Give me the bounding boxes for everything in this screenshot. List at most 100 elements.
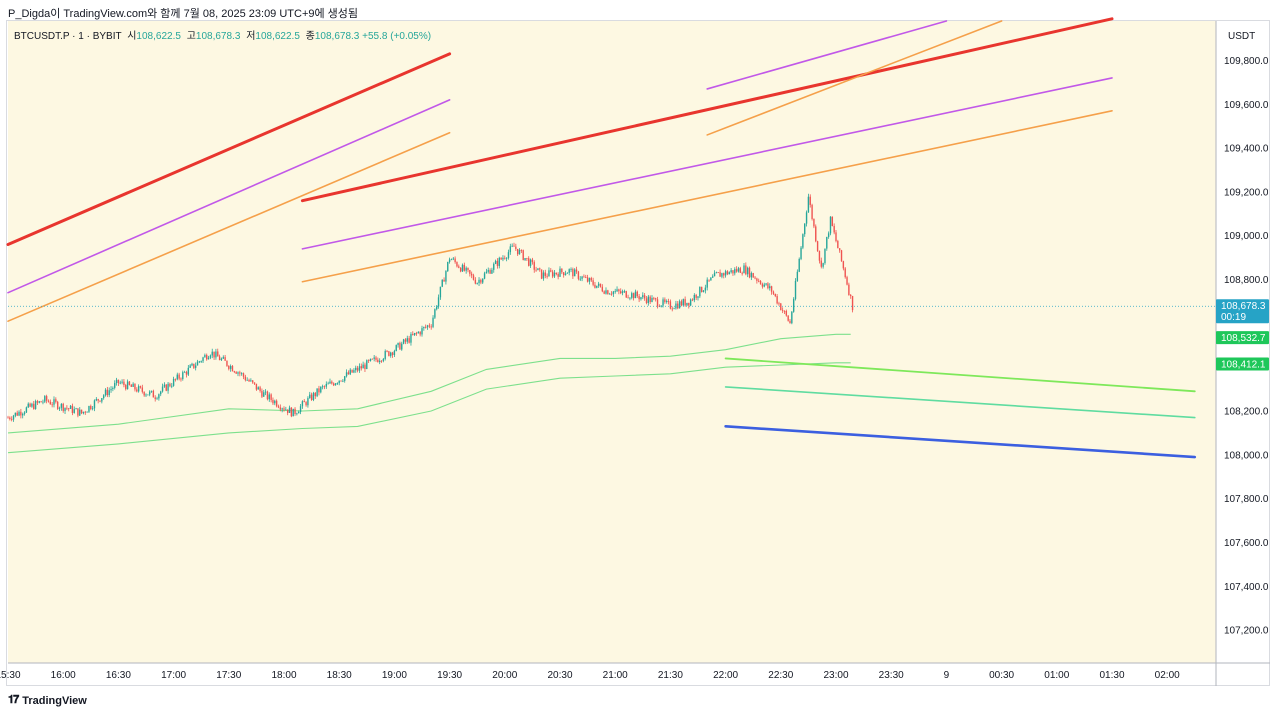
trend-line xyxy=(724,386,1196,419)
candle-body xyxy=(614,291,616,292)
candle-body xyxy=(421,328,423,335)
candle-body xyxy=(518,250,521,255)
candle-body xyxy=(23,412,26,414)
candle-body xyxy=(215,351,217,358)
candle-body xyxy=(809,196,811,205)
candle-body xyxy=(9,417,11,419)
band-lower xyxy=(7,362,851,454)
candle-body xyxy=(653,297,655,299)
candle-body xyxy=(134,383,136,390)
candle-body xyxy=(128,381,131,385)
candle-body xyxy=(774,293,776,297)
candle-body xyxy=(182,372,184,380)
candle-body xyxy=(800,247,802,259)
candle-body xyxy=(739,268,742,273)
candle-body xyxy=(483,273,486,279)
candle-body xyxy=(86,411,88,413)
candle-body xyxy=(461,264,464,272)
candle-body xyxy=(377,359,379,363)
price-tag xyxy=(1216,331,1269,345)
x-tick-label: 22:00 xyxy=(713,670,738,681)
candle-body xyxy=(597,283,600,286)
candle-body xyxy=(763,284,765,287)
x-tick-label: 9 xyxy=(944,670,950,681)
candle-body xyxy=(34,401,37,410)
x-tick-label: 17:30 xyxy=(216,670,241,681)
candle-body xyxy=(702,290,705,292)
x-tick-label: 01:30 xyxy=(1099,670,1124,681)
candle-body xyxy=(818,250,821,261)
y-tick-label: 107,400.0 xyxy=(1224,582,1269,593)
candle-body xyxy=(279,407,282,410)
x-tick-label: 23:00 xyxy=(823,670,848,681)
candle-body xyxy=(253,382,256,384)
candle-body xyxy=(136,389,138,392)
candle-body xyxy=(796,271,799,281)
brand-label: TradingView xyxy=(22,694,87,707)
candle-body xyxy=(97,399,99,401)
x-tick-label: 18:00 xyxy=(271,670,296,681)
candle-body xyxy=(450,259,453,261)
candle-body xyxy=(851,295,854,311)
candle-body xyxy=(36,401,39,403)
candle-body xyxy=(194,365,197,368)
candle-body xyxy=(233,371,236,373)
candle-body xyxy=(18,411,20,416)
candle-body xyxy=(62,403,64,411)
candle-body xyxy=(244,376,247,381)
candle-body xyxy=(369,358,372,361)
candle-body xyxy=(798,258,800,272)
candle-body xyxy=(603,291,605,294)
candle-body xyxy=(625,291,627,298)
candle-body xyxy=(572,269,574,277)
candle-body xyxy=(178,374,180,379)
candle-body xyxy=(437,297,440,307)
candle-body xyxy=(270,394,272,400)
candle-body xyxy=(439,286,442,298)
candle-body xyxy=(574,269,576,277)
candle-body xyxy=(14,412,17,416)
candle-body xyxy=(68,408,70,410)
candle-body xyxy=(33,403,35,410)
candle-body xyxy=(509,246,512,253)
candle-body xyxy=(77,408,79,416)
trend-line xyxy=(300,17,1114,203)
y-tick-label: 108,200.0 xyxy=(1224,407,1269,418)
candle-body xyxy=(623,291,626,292)
candle-body xyxy=(156,398,158,400)
candle-body xyxy=(235,372,237,374)
candle-body xyxy=(551,271,554,277)
candle-body xyxy=(49,401,52,405)
legend-symbol[interactable]: BTCUSDT.P · 1 · BYBIT xyxy=(14,31,122,42)
candle-body xyxy=(594,284,596,288)
candle-body xyxy=(356,367,359,371)
candle-body xyxy=(329,381,331,384)
candle-body xyxy=(130,384,132,387)
candle-body xyxy=(599,283,602,287)
candle-body xyxy=(697,296,699,298)
candle-body xyxy=(721,273,723,277)
candle-body xyxy=(152,390,155,398)
candle-body xyxy=(596,285,598,288)
candle-body xyxy=(125,384,127,390)
candle-body xyxy=(467,267,469,271)
trend-line xyxy=(724,357,1196,393)
candle-body xyxy=(756,278,758,281)
candle-body xyxy=(323,386,326,388)
candle-body xyxy=(583,276,585,278)
candle-body xyxy=(804,223,806,235)
candle-body xyxy=(710,277,712,281)
x-tick-label: 02:00 xyxy=(1155,670,1180,681)
candle-body xyxy=(145,394,147,396)
candle-body xyxy=(590,278,592,281)
candle-body xyxy=(320,386,322,393)
candle-body xyxy=(264,391,267,393)
y-tick-label: 108,000.0 xyxy=(1224,450,1269,461)
trend-line xyxy=(301,77,1113,250)
candle-body xyxy=(222,357,224,359)
candle-body xyxy=(47,400,50,402)
candle-body xyxy=(332,383,335,386)
candle-body xyxy=(301,401,304,407)
tradingview-brand[interactable]: 𝟏𝟕 TradingView xyxy=(8,694,87,707)
